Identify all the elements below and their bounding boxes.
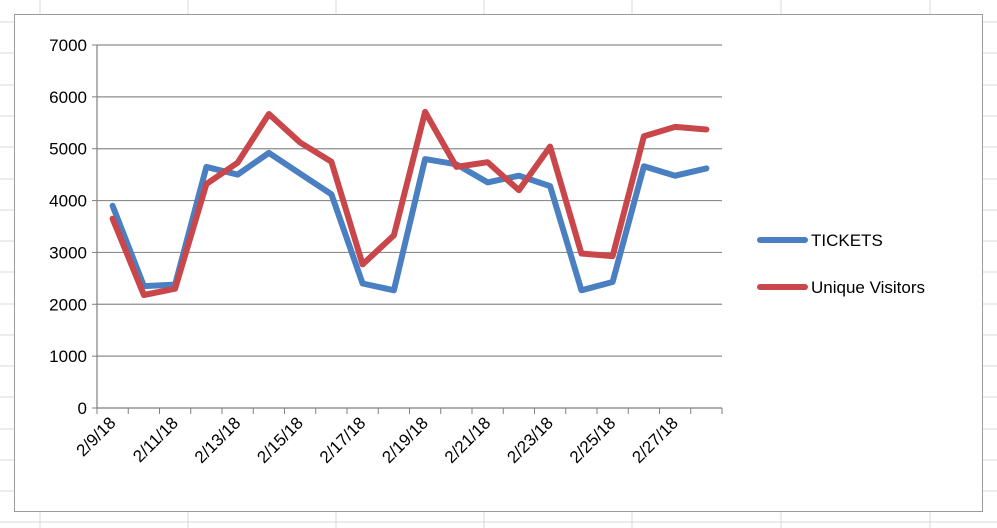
y-tick-label: 0 <box>78 399 87 418</box>
y-tick-label: 6000 <box>49 88 87 107</box>
x-tick-label: 2/19/18 <box>378 413 432 467</box>
series-line-unique-visitors[interactable] <box>109 108 710 298</box>
x-tick-label: 2/15/18 <box>253 413 307 467</box>
x-tick-label: 2/23/18 <box>503 413 557 467</box>
x-tick-label: 2/21/18 <box>441 413 495 467</box>
series-line-tickets[interactable] <box>109 149 710 294</box>
legend-label: Unique Visitors <box>811 278 925 297</box>
legend: TICKETS Unique Visitors <box>757 231 925 297</box>
series-lines <box>109 108 710 298</box>
chart-area[interactable]: 0 1000 2000 3000 4000 5000 6000 7000 2/9/18 2/11/… <box>14 14 983 512</box>
legend-label: TICKETS <box>811 231 883 250</box>
x-tick-label: 2/25/18 <box>566 413 620 467</box>
y-tick-label: 3000 <box>49 243 87 262</box>
y-tick-label: 1000 <box>49 347 87 366</box>
x-tick-label: 2/13/18 <box>191 413 245 467</box>
x-tick-label: 2/9/18 <box>73 413 120 460</box>
y-tick-label: 2000 <box>49 295 87 314</box>
y-tick-label: 4000 <box>49 192 87 211</box>
y-tick-label: 7000 <box>49 36 87 55</box>
x-tick-label: 2/17/18 <box>316 413 370 467</box>
line-chart: 0 1000 2000 3000 4000 5000 6000 7000 2/9/18 2/11/… <box>49 36 925 467</box>
x-tick-label: 2/27/18 <box>628 413 682 467</box>
x-tick-label: 2/11/18 <box>129 413 182 466</box>
gridlines <box>97 44 722 357</box>
y-tick-label: 5000 <box>49 140 87 159</box>
